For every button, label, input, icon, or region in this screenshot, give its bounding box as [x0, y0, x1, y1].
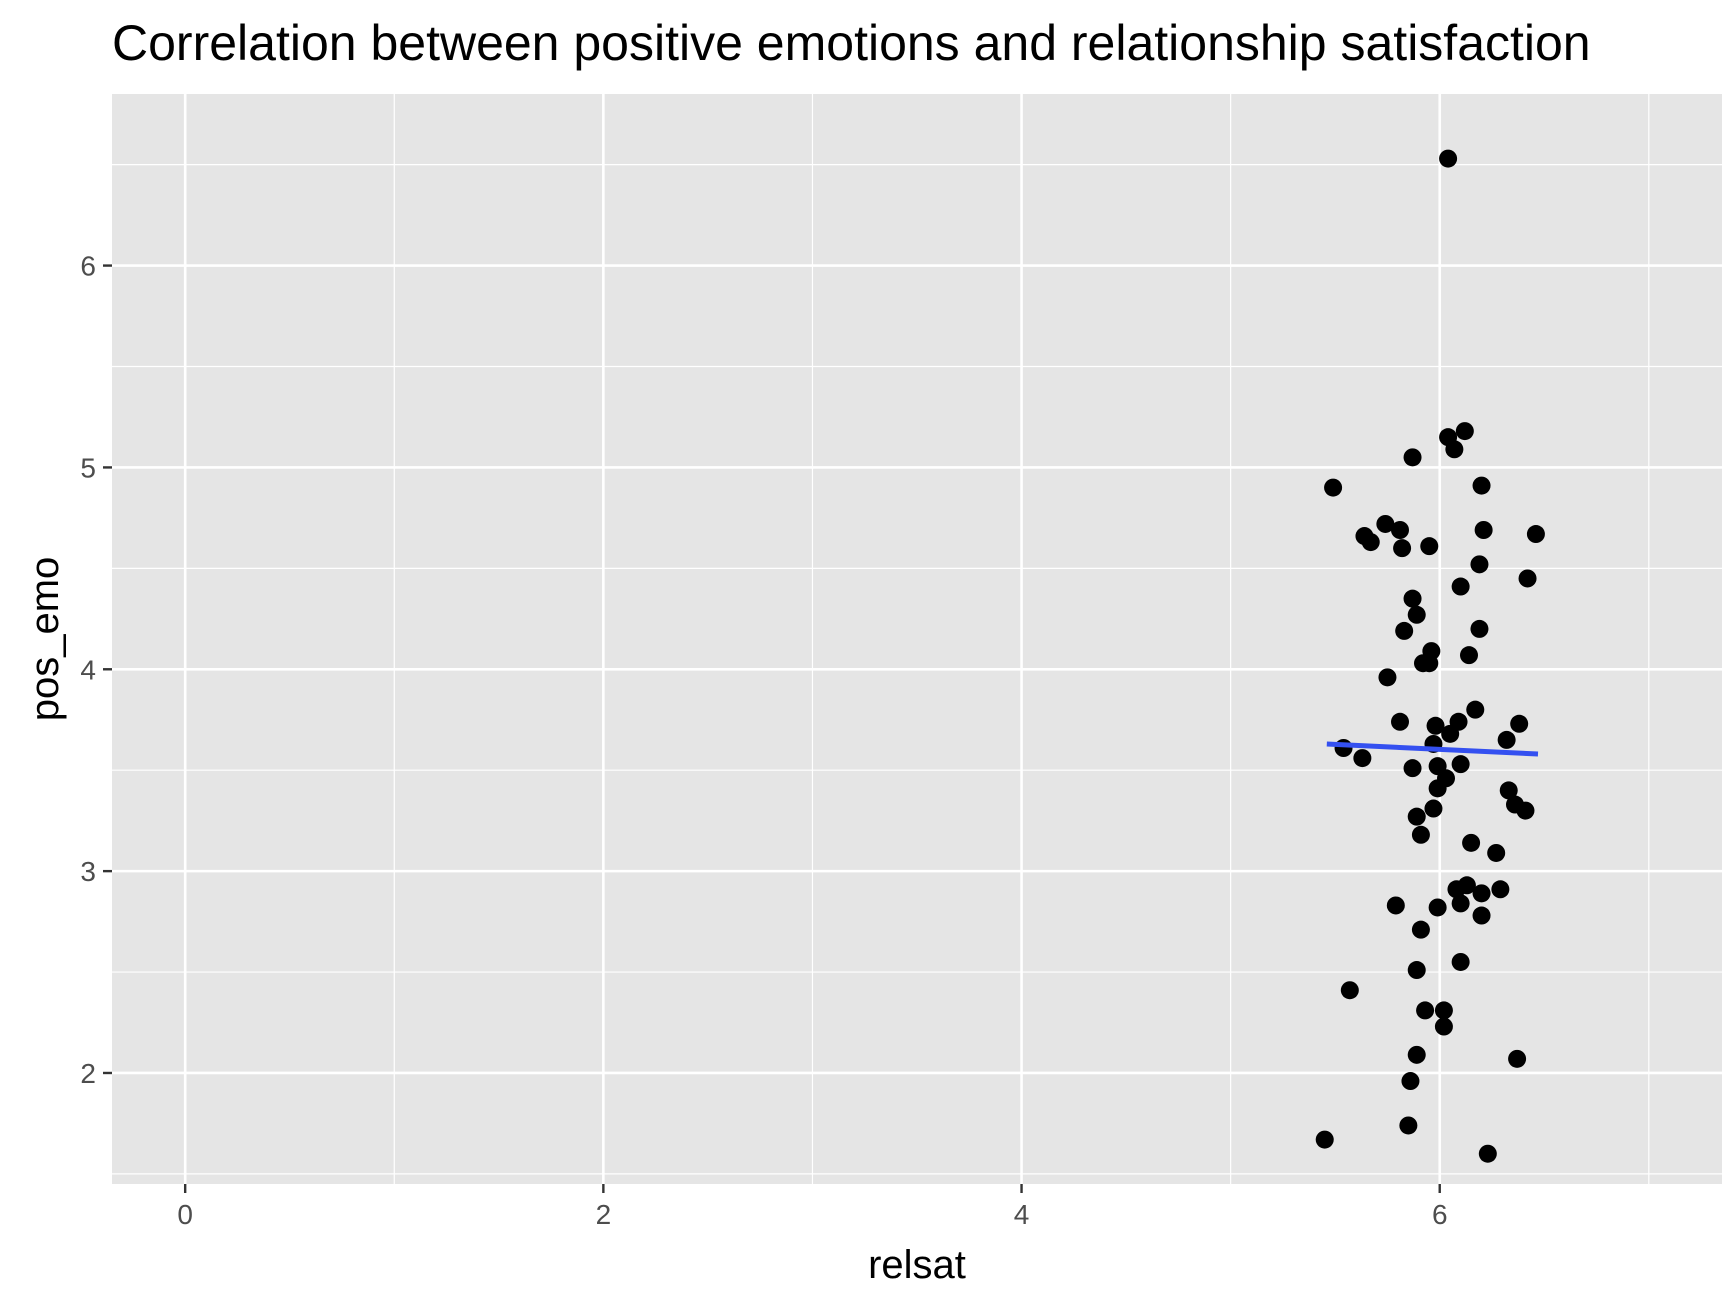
data-point — [1407, 1045, 1426, 1064]
data-point — [1391, 712, 1409, 731]
data-point — [1499, 781, 1518, 800]
data-point — [1424, 799, 1443, 818]
data-point — [1378, 668, 1397, 687]
data-point — [1451, 894, 1470, 913]
data-point — [1395, 621, 1414, 640]
data-point — [1460, 646, 1478, 665]
data-point — [1451, 755, 1470, 774]
data-point — [1426, 716, 1445, 735]
data-point — [1407, 605, 1426, 624]
x-axis: 0 2 4 6 — [177, 1184, 1448, 1230]
chart-title: Correlation between positive emotions an… — [112, 15, 1591, 71]
data-point — [1420, 654, 1439, 673]
data-point — [1403, 589, 1422, 608]
data-point — [1441, 724, 1460, 743]
x-tick-label: 2 — [596, 1199, 612, 1230]
x-tick-label: 4 — [1014, 1199, 1030, 1230]
plot-panel — [112, 94, 1722, 1184]
data-point — [1403, 448, 1422, 467]
data-point — [1401, 1072, 1420, 1091]
data-point — [1315, 1130, 1334, 1149]
data-point — [1428, 898, 1447, 917]
data-point — [1391, 521, 1409, 539]
trend-line-group — [1326, 741, 1539, 757]
data-point — [1393, 539, 1412, 558]
data-point — [1420, 537, 1439, 556]
data-point — [1462, 833, 1481, 852]
data-point — [1428, 779, 1447, 798]
x-tick-label: 6 — [1432, 1199, 1448, 1230]
data-point — [1434, 1001, 1453, 1020]
data-point — [1447, 880, 1466, 899]
data-point — [1526, 525, 1545, 544]
data-point — [1376, 514, 1395, 533]
data-point — [1411, 825, 1430, 844]
data-point — [1324, 478, 1343, 497]
data-point — [1510, 714, 1529, 733]
data-point — [1403, 759, 1422, 778]
data-point — [1466, 700, 1485, 719]
data-point — [1386, 896, 1405, 915]
y-tick-label: 3 — [80, 856, 96, 887]
data-point — [1407, 807, 1426, 826]
data-point — [1472, 906, 1491, 925]
data-point — [1455, 422, 1474, 441]
x-tick-label: 0 — [177, 1199, 193, 1230]
data-point — [1340, 981, 1359, 1000]
y-tick-label: 6 — [80, 251, 96, 282]
data-point — [1361, 533, 1380, 552]
data-point — [1472, 884, 1491, 903]
x-axis-title: relsat — [868, 1243, 966, 1287]
data-point — [1445, 440, 1464, 459]
data-point — [1497, 730, 1516, 749]
data-point — [1451, 577, 1470, 596]
data-point — [1334, 739, 1353, 757]
data-point — [1508, 1049, 1527, 1068]
data-point — [1478, 1144, 1497, 1163]
data-point — [1470, 555, 1489, 574]
data-point — [1411, 920, 1430, 939]
data-point — [1407, 961, 1426, 980]
data-point — [1399, 1116, 1418, 1135]
data-point — [1518, 569, 1537, 588]
data-point — [1491, 880, 1510, 899]
y-tick-label: 5 — [80, 452, 96, 483]
data-point — [1516, 801, 1535, 820]
data-point — [1474, 521, 1493, 539]
y-tick-label: 4 — [80, 654, 96, 685]
y-axis-title: pos_emo — [23, 557, 67, 722]
data-point — [1439, 149, 1458, 168]
y-axis: 2 3 4 5 6 — [80, 251, 112, 1089]
data-point — [1434, 1017, 1453, 1036]
major-gridlines — [112, 94, 1722, 1184]
y-tick-label: 2 — [80, 1058, 96, 1089]
data-point — [1451, 952, 1470, 971]
data-point — [1487, 843, 1506, 862]
data-point — [1416, 1001, 1435, 1020]
trend-line — [1326, 741, 1539, 757]
data-points — [1315, 149, 1545, 1163]
data-point — [1470, 619, 1489, 638]
data-point — [1472, 476, 1491, 495]
data-point — [1353, 749, 1372, 768]
